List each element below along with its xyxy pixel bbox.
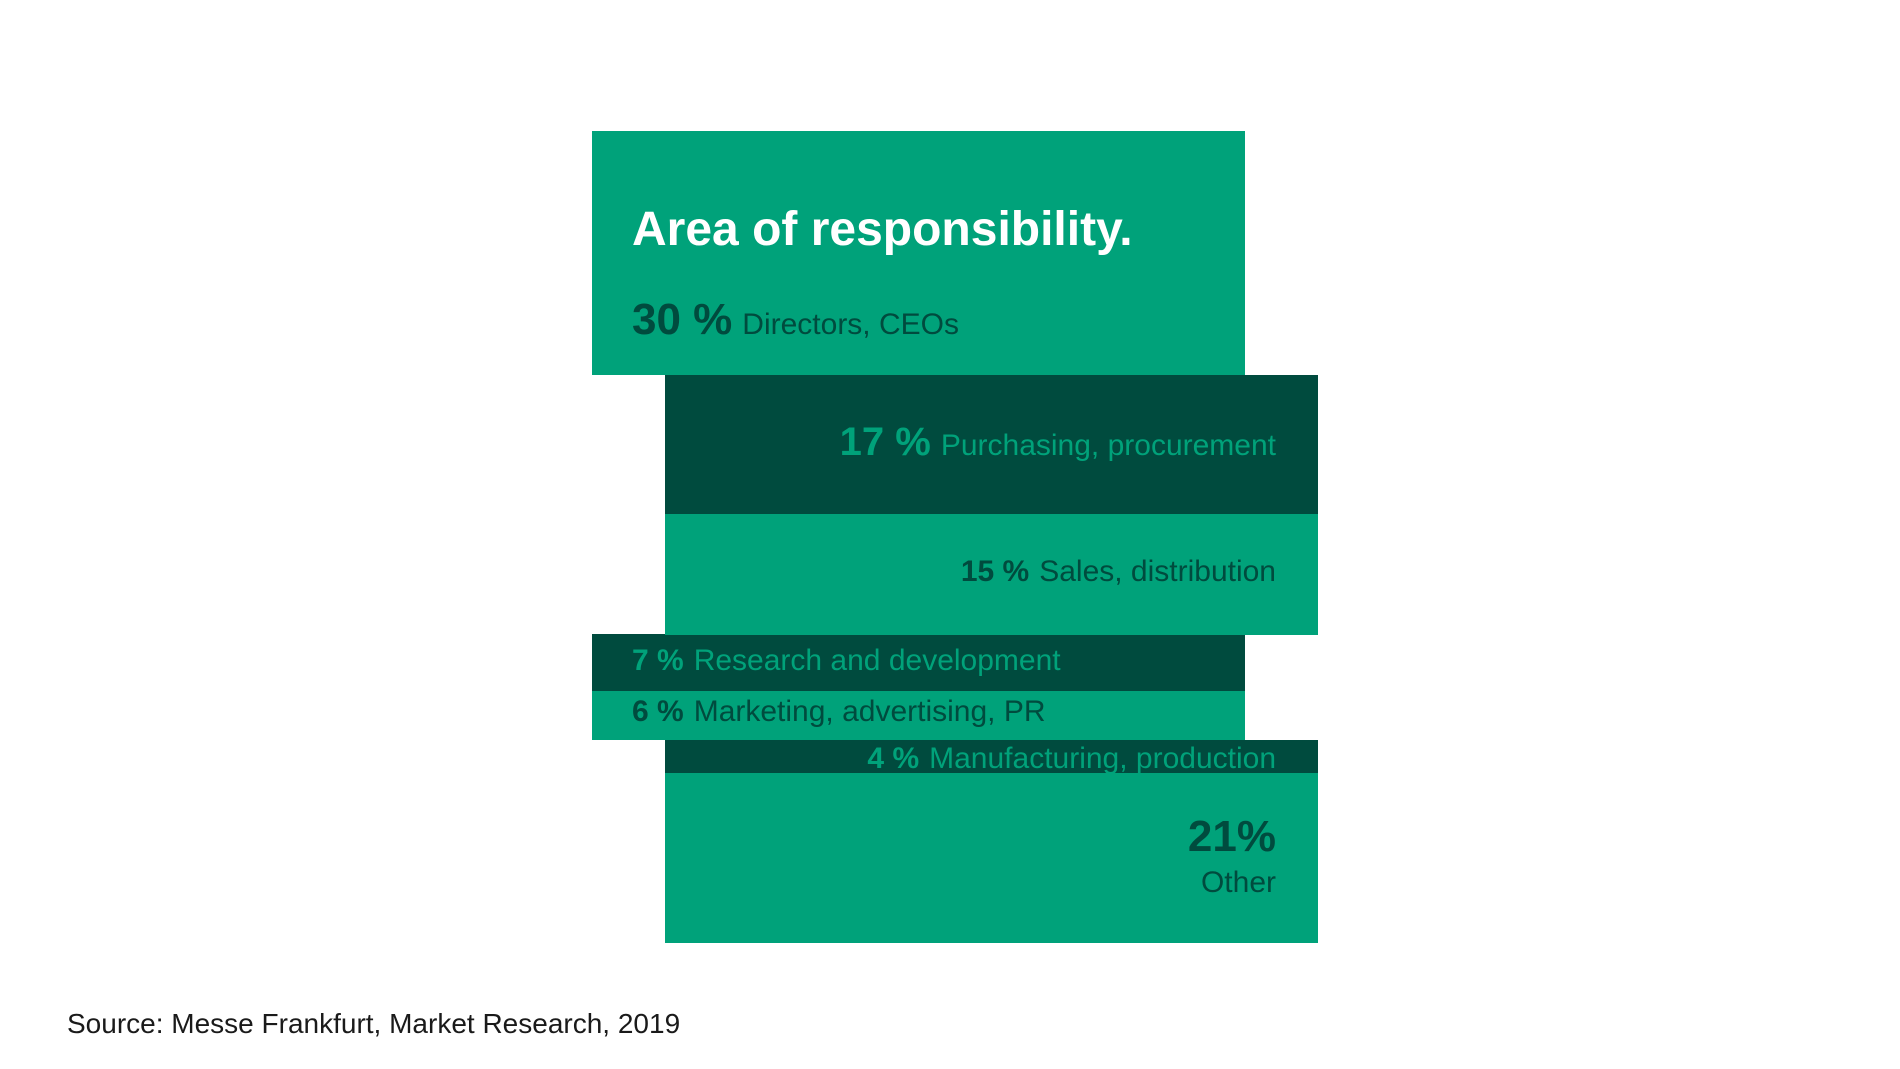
source-note: Source: Messe Frankfurt, Market Research…	[67, 1008, 681, 1039]
bar-2: 17 % Purchasing, procurement	[665, 374, 1318, 514]
category-label: Manufacturing, production	[929, 742, 1276, 775]
category-label: Sales, distribution	[1039, 554, 1276, 588]
category-label: Research and development	[693, 644, 1061, 678]
bar-label-7: 21% Other	[1188, 812, 1276, 900]
value-label: 30 %	[632, 295, 733, 344]
category-label: Other	[1200, 866, 1276, 900]
bar-1: 30 % Directors, CEOs	[592, 131, 1245, 375]
value-label: 21%	[1187, 812, 1276, 862]
bar-6: 4 % Manufacturing, production	[665, 740, 1318, 776]
bar-4: 7 % Research and development	[592, 634, 1245, 692]
bar-label-5: 6 % Marketing, advertising, PR	[632, 695, 1046, 729]
bar-label-4: 7 % Research and development	[632, 644, 1061, 678]
category-label: Directors, CEOs	[742, 308, 959, 341]
value-label: 4 %	[867, 742, 920, 775]
category-label: Marketing, advertising, PR	[693, 695, 1046, 729]
bar-label-2: 17 % Purchasing, procurement	[840, 420, 1276, 465]
bar-7: 21% Other	[665, 772, 1318, 944]
value-label: 6 %	[632, 695, 684, 729]
chart-title: Area of responsibility.	[632, 203, 1133, 256]
value-label: 17 %	[839, 419, 931, 464]
bar-label-1: 30 % Directors, CEOs	[632, 295, 959, 345]
category-label: Purchasing, procurement	[940, 428, 1276, 462]
bar-label-6: 4 % Manufacturing, production	[867, 742, 1276, 776]
bar-5: 6 % Marketing, advertising, PR	[592, 691, 1245, 741]
bar-3: 15 % Sales, distribution	[665, 512, 1318, 635]
value-label: 15 %	[960, 554, 1030, 588]
value-label: 7 %	[632, 644, 684, 678]
bar-label-3: 15 % Sales, distribution	[961, 555, 1276, 589]
